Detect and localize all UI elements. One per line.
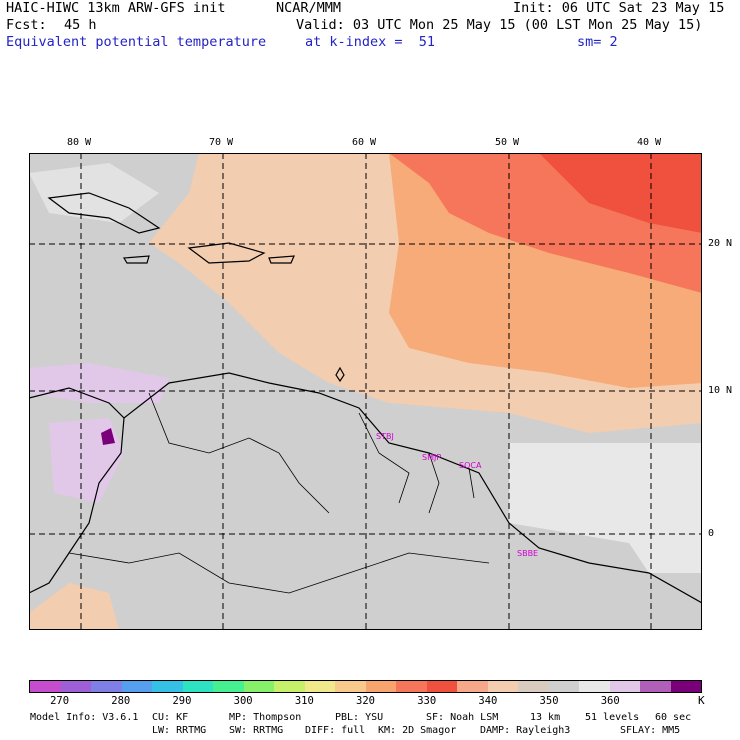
station-soca: SOCA: [459, 461, 482, 470]
coast-puerto-rico: [268, 255, 295, 264]
colorbar-tick-label: 350: [539, 695, 559, 707]
colorbar-swatch: [396, 681, 427, 692]
lat-label-10n: 10 N: [708, 385, 733, 396]
fcst-value: 45 h: [64, 17, 97, 33]
colorbar-swatch: [152, 681, 183, 692]
colorbar-tick-label: 290: [172, 695, 192, 707]
model-title: HAIC-HIWC 13km ARW-GFS init: [6, 0, 226, 16]
colorbar-tick-label: 320: [356, 695, 375, 707]
colorbar-swatch: [426, 681, 457, 692]
border-french-guiana: [468, 467, 475, 499]
colorbar-swatch: [182, 681, 213, 692]
lat-label-0: 0: [708, 528, 715, 539]
footer-item: 60 sec: [655, 712, 692, 723]
colorbar: [29, 680, 702, 693]
coast-cuba: [47, 192, 161, 234]
colorbar-swatch: [213, 681, 244, 692]
colorbar-swatch: [609, 681, 640, 692]
lon-label-70w: 70 W: [209, 137, 234, 148]
dark-purple-spot: [101, 428, 115, 445]
footer-item: CU: KF: [152, 712, 189, 723]
coast-central-america: [29, 387, 125, 594]
footer-item: SFLAY: MM5: [620, 725, 681, 736]
footer-item: 13 km: [530, 712, 561, 723]
coast-jamaica: [122, 255, 150, 264]
valid-time: Valid: 03 UTC Mon 25 May 15 (00 LST Mon …: [296, 17, 703, 33]
footer-item: Model Info: V3.6.1: [30, 712, 139, 723]
footer-item: MP: Thompson: [229, 712, 302, 723]
colorbar-tick-label: 330: [417, 695, 437, 707]
footer-item: SW: RRTMG: [229, 725, 284, 736]
field-name: Equivalent potential temperature: [6, 34, 267, 50]
colorbar-tick-label: 360: [600, 695, 620, 707]
light-patch-atlantic: [509, 443, 702, 573]
colorbar-swatch: [487, 681, 518, 692]
border-guyana: [358, 412, 410, 504]
colorbar-tick-label: 270: [50, 695, 70, 707]
station-sbbe: SBBE: [517, 549, 538, 558]
smoothing-info: sm= 2: [577, 34, 618, 50]
purple-patch: [29, 363, 169, 403]
border-suriname: [428, 452, 440, 514]
colorbar-swatch: [640, 681, 671, 692]
footer-item: 51 levels: [585, 712, 640, 723]
fcst-label: Fcst:: [6, 17, 47, 33]
coastlines: [29, 192, 702, 604]
lat-label-20n: 20 N: [708, 238, 733, 249]
borders: [68, 392, 490, 594]
colorbar-swatch: [60, 681, 91, 692]
footer-item: LW: RRTMG: [152, 725, 207, 736]
colorbar-tick-label: 340: [478, 695, 498, 707]
colorbar-swatch: [304, 681, 335, 692]
colorbar-swatch: [548, 681, 579, 692]
colorbar-swatch: [457, 681, 488, 692]
colorbar-swatch: [30, 681, 61, 692]
colorbar-tick-label: 280: [111, 695, 131, 707]
coast-hispaniola: [187, 242, 266, 264]
colorbar-tick-label: 300: [233, 695, 253, 707]
colorbar-swatch: [335, 681, 366, 692]
coast-south-america: [123, 372, 702, 604]
footer-item: PBL: YSU: [335, 712, 384, 723]
colorbar-swatch: [243, 681, 274, 692]
coast-lesser-antilles: [335, 366, 345, 383]
map-panel: STBJ SMJP SOCA SBBE: [29, 153, 702, 630]
graticule: [29, 153, 702, 630]
lon-label-40w: 40 W: [637, 137, 662, 148]
colorbar-swatch: [91, 681, 122, 692]
colorbar-tick-label: 310: [294, 695, 314, 707]
station-stbj: STBJ: [376, 432, 394, 441]
border-brazil: [68, 552, 490, 594]
lon-label-50w: 50 W: [495, 137, 520, 148]
colorbar-swatch: [274, 681, 305, 692]
center-name: NCAR/MMM: [276, 0, 342, 16]
colorbar-swatch: [121, 681, 152, 692]
lon-label-60w: 60 W: [352, 137, 377, 148]
colorbar-swatch: [579, 681, 610, 692]
footer-item: DIFF: full: [305, 725, 366, 736]
colorbar-swatch: [518, 681, 549, 692]
peach-patch-south: [29, 583, 119, 630]
level-info: at k-index = 51: [305, 34, 436, 50]
map-frame: [29, 153, 702, 630]
lon-label-80w: 80 W: [67, 137, 92, 148]
colorbar-swatch: [670, 681, 701, 692]
init-time: Init: 06 UTC Sat 23 May 15: [513, 0, 725, 16]
colorbar-swatch: [365, 681, 396, 692]
hot-region: [539, 153, 702, 233]
footer-item: DAMP: Rayleigh3: [480, 725, 571, 736]
footer-item: KM: 2D Smagor: [378, 725, 457, 736]
footer-item: SF: Noah LSM: [426, 712, 499, 723]
station-smjp: SMJP: [422, 453, 441, 462]
colorbar-unit: K: [698, 694, 705, 707]
border-colombia-venezuela: [148, 392, 330, 514]
